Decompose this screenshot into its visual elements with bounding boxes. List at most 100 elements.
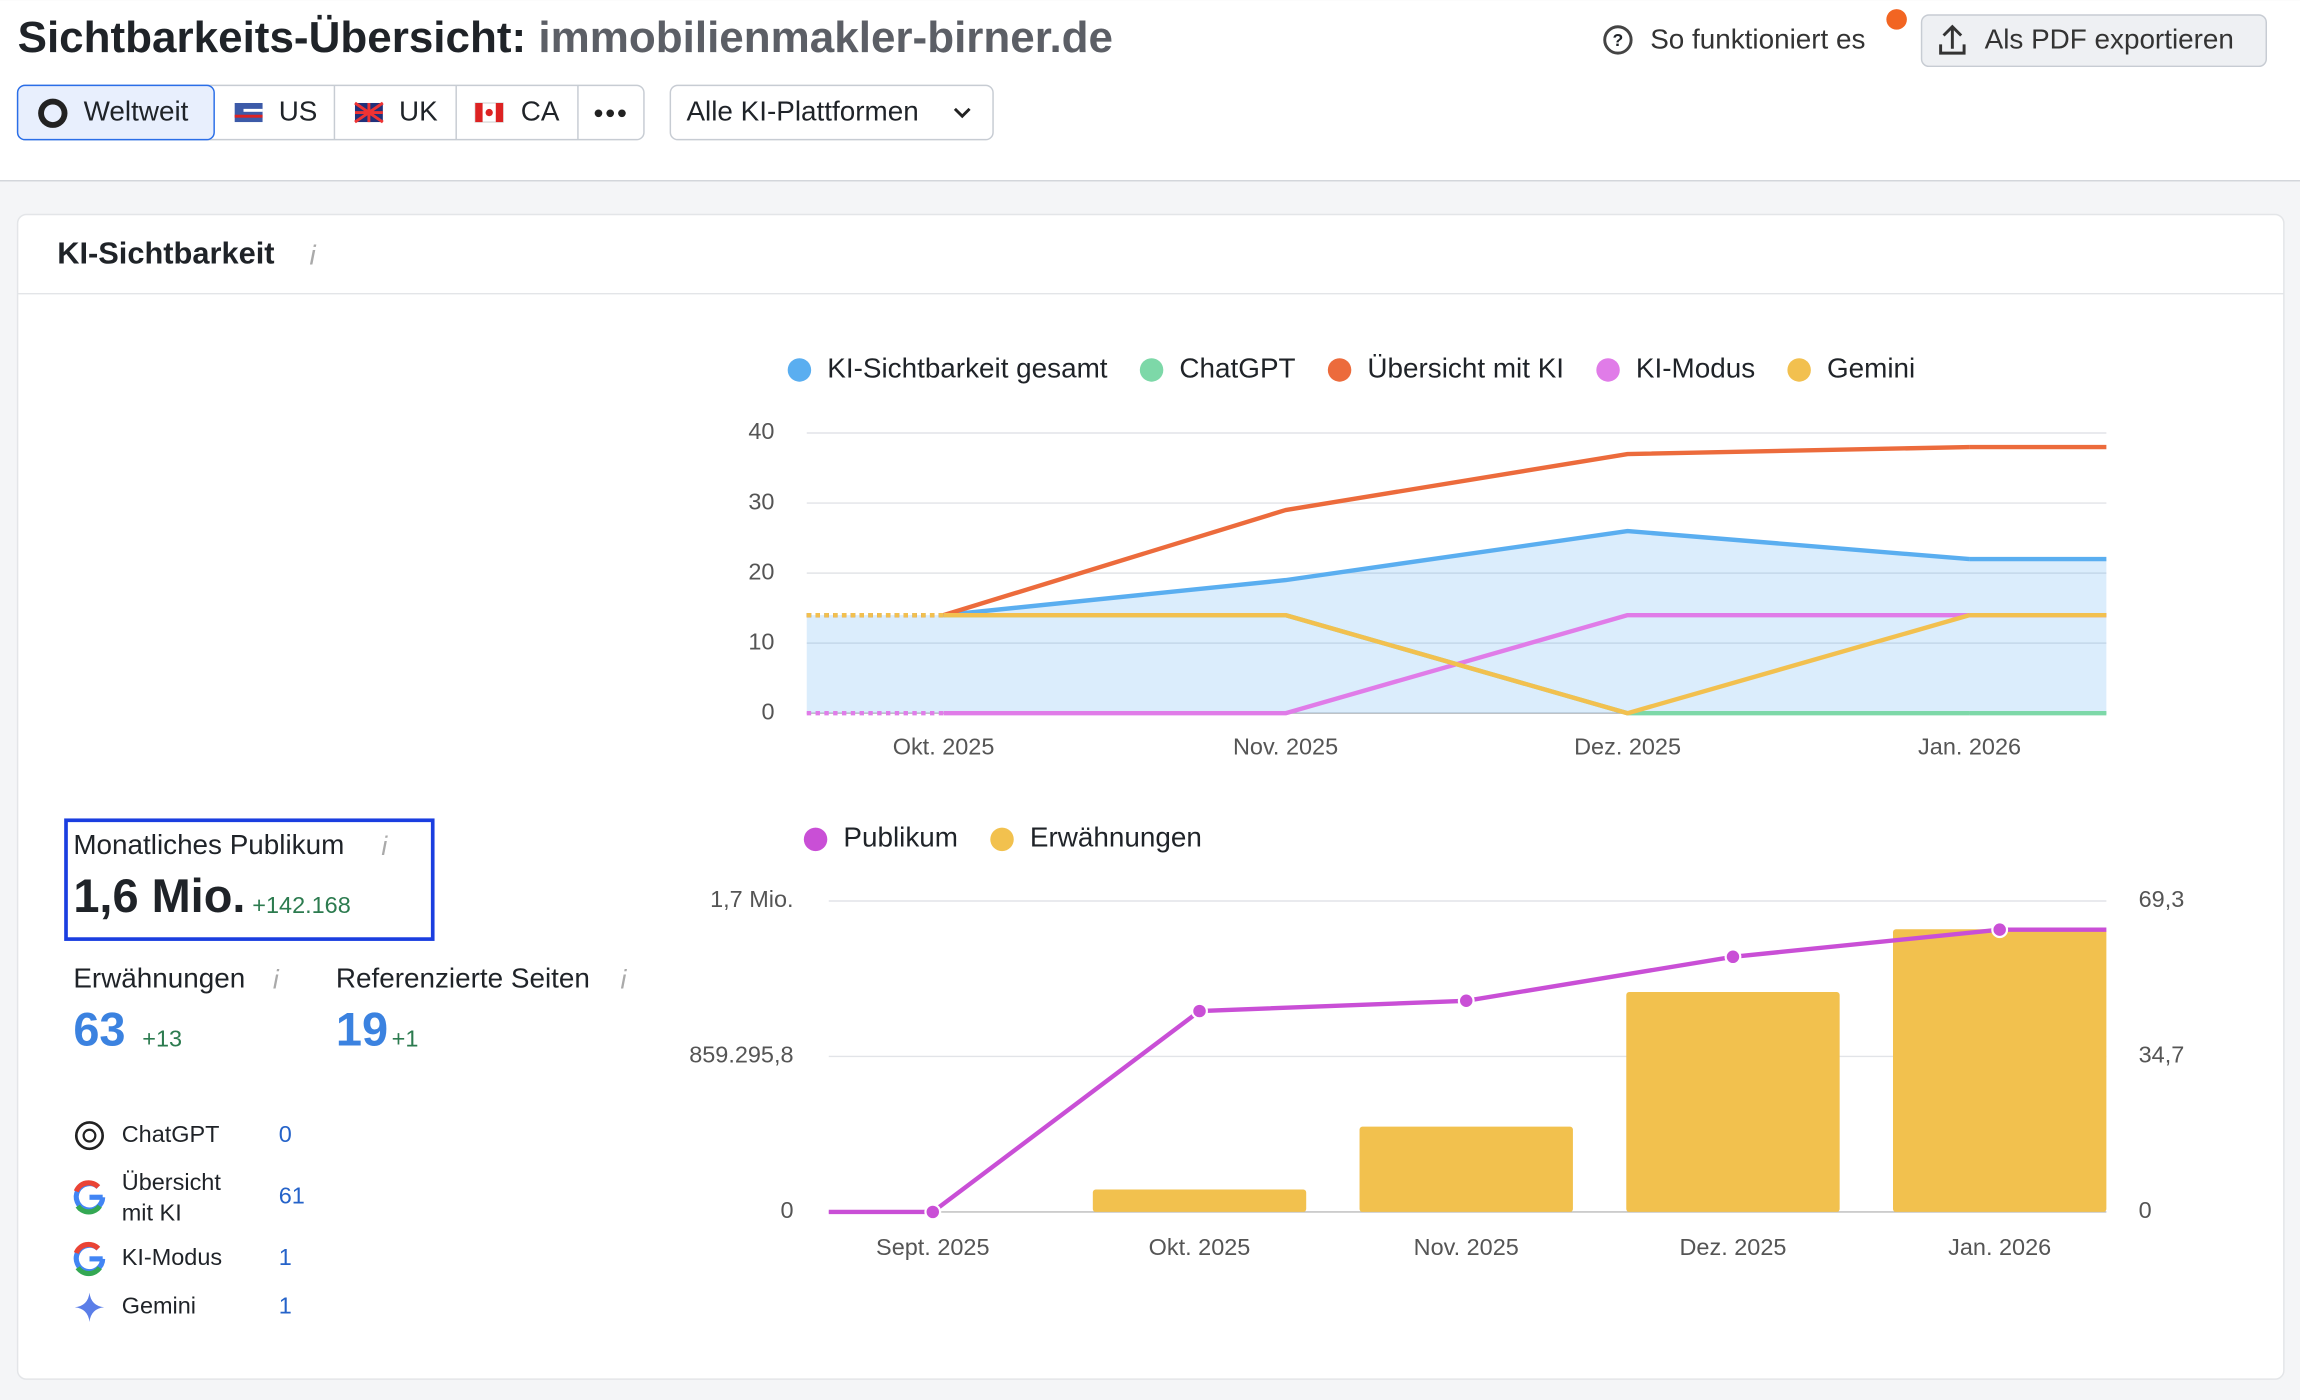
y-tick-label: 0 xyxy=(781,1197,794,1223)
metric-label: Referenzierte Seiten xyxy=(336,963,590,994)
y2-tick-label: 69,3 xyxy=(2139,886,2185,912)
platform-name-box: Übersicht mit KI xyxy=(121,1170,221,1227)
series-line xyxy=(943,612,1971,716)
y-tick-label: 10 xyxy=(748,628,774,654)
flag-uk-cross xyxy=(354,101,384,124)
y-tick-label: 20 xyxy=(748,558,774,584)
flag-ca-band xyxy=(475,102,483,123)
platform-value: 1 xyxy=(279,1244,292,1270)
platform-name: Übersicht mit KI xyxy=(121,1170,221,1227)
legend-label: KI-Modus xyxy=(1636,352,1755,383)
help-text: So funktioniert es xyxy=(1650,24,1865,55)
x-tick-label: Jan. 2026 xyxy=(1918,734,2021,760)
legend-label: Übersicht mit KI xyxy=(1367,352,1564,383)
info-icon[interactable]: i xyxy=(310,239,317,270)
legend-label: ChatGPT xyxy=(1179,352,1295,383)
x-tick-label: Okt. 2025 xyxy=(893,734,995,760)
tab-label[interactable]: UK xyxy=(399,96,438,127)
legend-swatch xyxy=(1327,358,1352,382)
platform-name: Gemini xyxy=(122,1292,196,1318)
help-glyph: ? xyxy=(1613,30,1624,50)
metric-value: 1,6 Mio. xyxy=(73,870,245,922)
legend-label: Erwähnungen xyxy=(1030,822,1202,853)
y2-tick-label: 0 xyxy=(2139,1197,2152,1223)
page-title: Sichtbarkeits-Übersicht: immobilienmakle… xyxy=(18,13,1113,62)
point xyxy=(1191,1002,1208,1020)
y-tick-label: 40 xyxy=(748,418,774,444)
y-tick-label: 0 xyxy=(761,698,774,724)
flag-ca-band xyxy=(495,102,504,123)
x-tick-label: Nov. 2025 xyxy=(1414,1234,1519,1260)
title-text: Sichtbarkeits-Übersicht: xyxy=(18,13,527,62)
chevron xyxy=(953,107,971,119)
legend-swatch xyxy=(990,827,1014,852)
point xyxy=(1457,992,1475,1010)
legend-swatch xyxy=(1139,358,1164,382)
help-icon xyxy=(1603,25,1633,55)
flag-us-stripe xyxy=(243,108,263,112)
y-tick-label: 1,7 Mio. xyxy=(710,886,793,912)
google-icon xyxy=(73,1180,106,1215)
dot xyxy=(618,109,626,118)
bar xyxy=(1626,992,1840,1212)
platform-name: ChatGPT xyxy=(122,1121,220,1147)
dropdown-bg xyxy=(669,84,994,141)
legend-swatch xyxy=(787,358,812,382)
region-tabs: Weltweit US UK CA xyxy=(16,84,645,141)
x-tick-label: Okt. 2025 xyxy=(1149,1234,1251,1260)
series-line xyxy=(943,528,1970,618)
tab-label[interactable]: CA xyxy=(521,96,560,127)
bar xyxy=(1892,929,2107,1212)
info-icon[interactable]: i xyxy=(381,831,388,861)
legend-swatch xyxy=(803,827,828,852)
legend-label: Publikum xyxy=(843,822,958,853)
y-tick-label: 859.295,8 xyxy=(689,1042,793,1068)
metric-change: +13 xyxy=(142,1026,182,1052)
flag-ca-leaf xyxy=(485,108,493,117)
dot xyxy=(606,109,615,118)
platform-name: KI-Modus xyxy=(122,1244,222,1270)
chatgpt-icon xyxy=(74,1121,104,1151)
bar xyxy=(1092,1189,1307,1212)
more-button[interactable] xyxy=(594,109,626,118)
metric-change: +1 xyxy=(392,1026,419,1052)
bar xyxy=(1359,1126,1573,1212)
platform-value: 1 xyxy=(279,1292,292,1318)
export-button[interactable]: Als PDF exportieren xyxy=(1920,14,2267,68)
google-icon xyxy=(73,1241,106,1277)
globe-inner xyxy=(44,104,62,123)
notification-dot xyxy=(1886,9,1907,30)
export-text: Als PDF exportieren xyxy=(1985,24,2234,55)
tab-label[interactable]: Weltweit xyxy=(84,96,189,127)
point xyxy=(1991,921,2009,939)
info-icon[interactable]: i xyxy=(273,965,280,995)
x-tick-label: Jan. 2026 xyxy=(1948,1234,2051,1260)
point xyxy=(924,1203,942,1221)
highlight-box xyxy=(64,818,435,941)
charts: KI-Sichtbarkeit gesamt ChatGPT Übersicht m… xyxy=(689,352,2184,1259)
tab-selected[interactable] xyxy=(16,84,215,141)
help-link[interactable]: ? So funktioniert es xyxy=(1603,9,1907,55)
tab-label[interactable]: US xyxy=(279,96,318,127)
series-line xyxy=(942,444,1970,618)
platform-value: 61 xyxy=(279,1182,305,1208)
legend-swatch xyxy=(1787,358,1811,382)
legend-label: Gemini xyxy=(1827,352,1915,383)
platform-dropdown[interactable]: Alle KI-Plattformen xyxy=(669,84,994,141)
x-tick-label: Dez. 2025 xyxy=(1680,1234,1787,1260)
legend-label: KI-Sichtbarkeit gesamt xyxy=(827,352,1108,383)
chatgpt-icon-inner xyxy=(82,1128,97,1143)
platform-list: ChatGPT 0 Übersicht mit KI 61 KI-Modus 1… xyxy=(73,1121,305,1322)
dot xyxy=(594,109,603,118)
metric-change: +142.168 xyxy=(252,892,350,918)
x-tick-label: Dez. 2025 xyxy=(1574,734,1681,760)
info-icon[interactable]: i xyxy=(620,965,627,995)
metric-label: Erwähnungen xyxy=(73,963,245,994)
flag-us-stripe xyxy=(234,114,263,118)
metric-label: Monatliches Publikum xyxy=(73,829,344,860)
export-bg xyxy=(1920,14,2267,68)
x-tick-label: Sept. 2025 xyxy=(876,1234,989,1260)
metric-value: 19 xyxy=(336,1003,388,1055)
